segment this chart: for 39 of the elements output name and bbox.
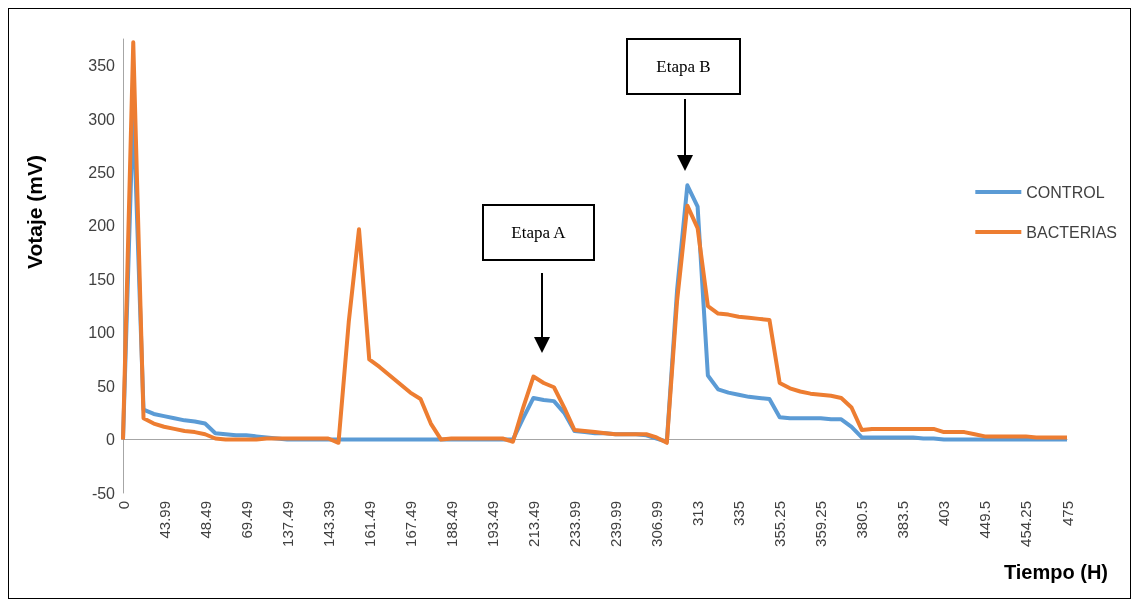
x-tick-label: 306.99 [648,501,666,547]
x-tick-label: 167.49 [401,501,419,547]
x-tick-label: 233.99 [565,501,583,547]
x-tick-label: 449.5 [976,501,994,539]
x-tick-label: 475 [1058,501,1076,527]
note-box: Etapa B [626,38,741,95]
note-box: Etapa A [482,204,595,261]
x-tick-label: 355.25 [771,501,789,547]
x-tick-label: 335 [730,501,748,527]
y-tick-label: 200 [88,217,116,235]
y-tick-label: 100 [88,324,116,342]
y-axis-title: Votaje (mV) [23,155,47,269]
x-tick-label: 161.49 [360,501,378,547]
y-tick-label: 50 [97,377,116,395]
y-tick-label: 0 [106,431,116,449]
y-tick-label: 300 [88,110,116,128]
x-tick-label: 48.49 [196,501,214,539]
y-tick-label: 250 [88,164,116,182]
x-tick-label: 43.99 [155,501,173,539]
x-axis-title: Tiempo (H) [1003,561,1108,584]
x-tick-label: 213.49 [524,501,542,547]
x-tick-label: 137.49 [278,501,296,547]
x-tick-label: 403 [935,501,953,527]
legend-label: CONTROL [1026,183,1105,201]
x-tick-label: 0 [114,501,132,510]
x-tick-label: 69.49 [237,501,255,539]
legend-label: BACTERIAS [1026,223,1117,241]
y-tick-label: 150 [88,270,116,288]
x-tick-label: 143.39 [319,501,337,547]
y-tick-label: 350 [88,57,116,75]
x-tick-label: 193.49 [483,501,501,547]
x-tick-label: 380.5 [853,501,871,539]
x-tick-label: 359.25 [812,501,830,547]
x-tick-label: 313 [689,501,707,527]
x-tick-label: 383.5 [894,501,912,539]
y-tick-label: -50 [91,484,116,502]
x-tick-label: 188.49 [442,501,460,547]
x-tick-label: 239.99 [607,501,625,547]
x-tick-label: 454.25 [1017,501,1035,547]
